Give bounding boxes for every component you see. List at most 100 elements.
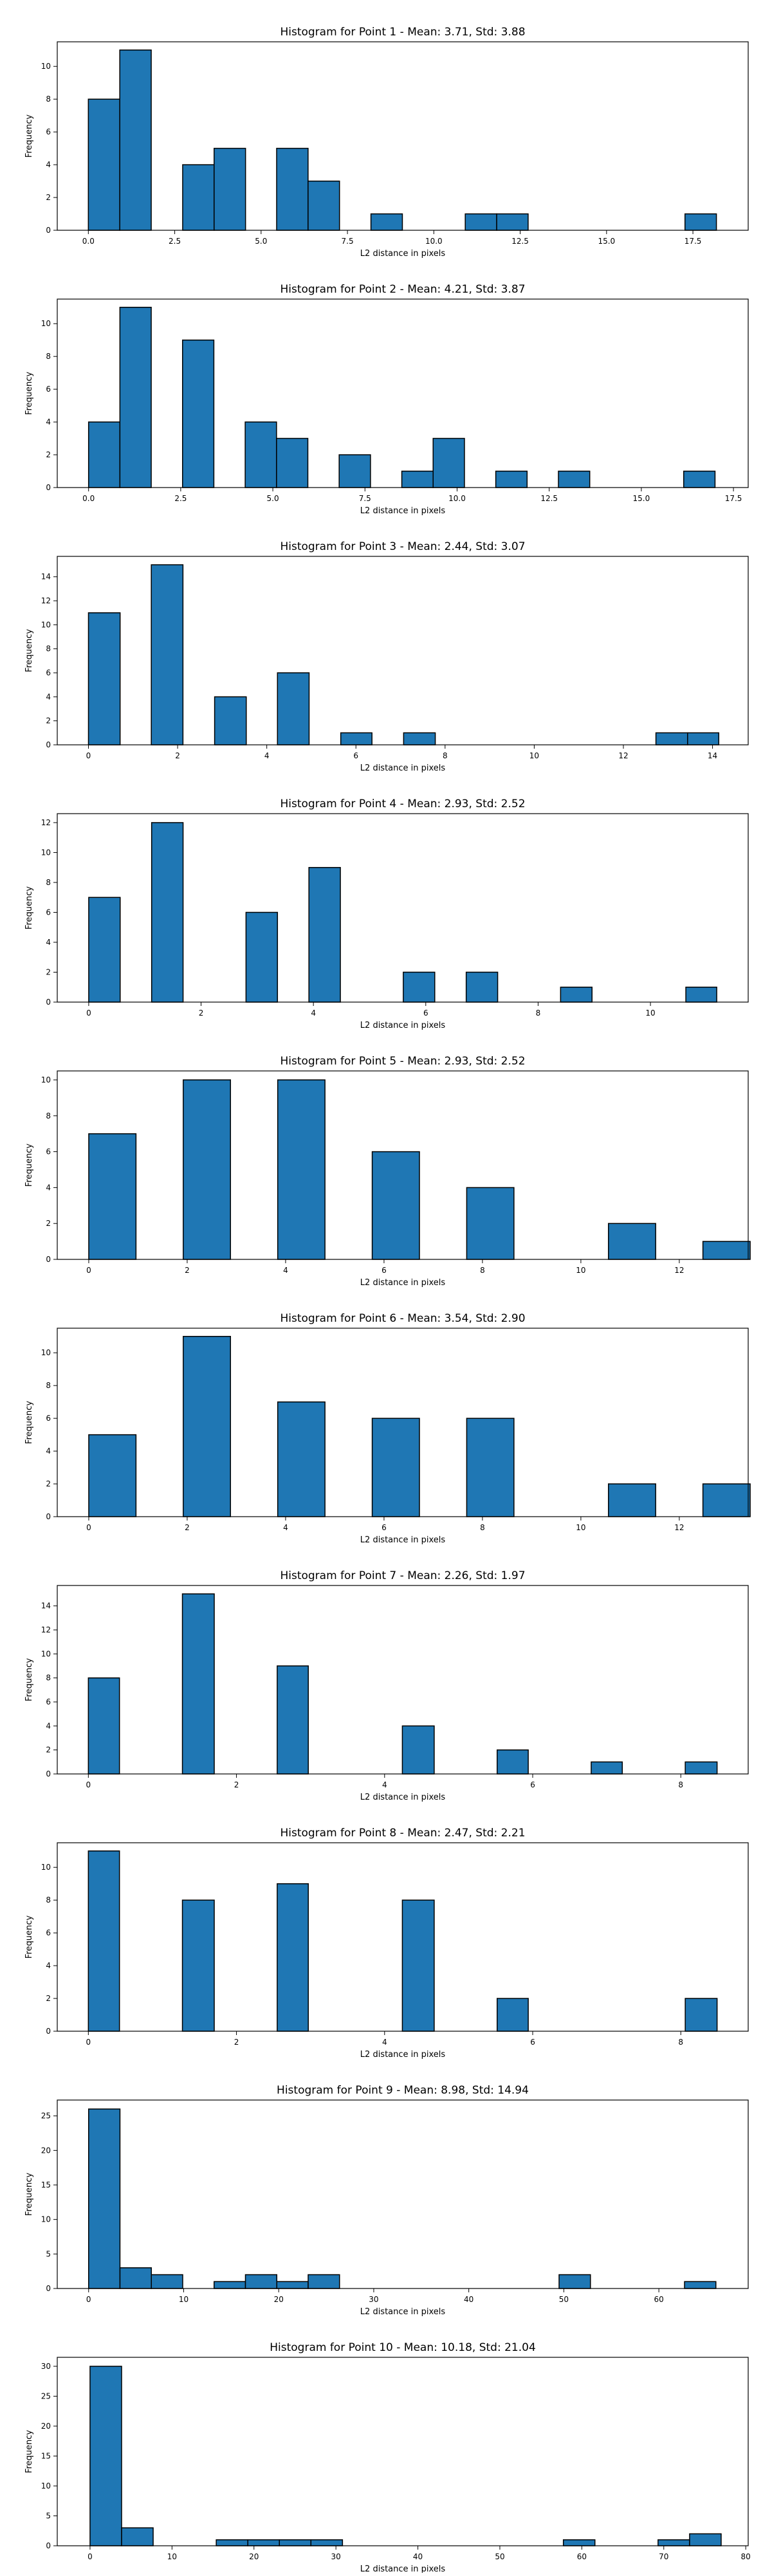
histogram-bar <box>702 1483 751 1517</box>
histogram-bar <box>689 2533 722 2546</box>
histogram-bar <box>370 213 403 231</box>
x-tick-label: 4 <box>283 1266 288 1275</box>
x-tick-label: 15.0 <box>598 237 615 246</box>
axes-frame <box>57 1070 749 1260</box>
y-tick-label: 0 <box>46 226 51 235</box>
histogram-panel-3: Histogram for Point 3 - Mean: 2.44, Std:… <box>24 540 749 773</box>
histogram-bar <box>214 147 246 231</box>
x-tick-label: 0.0 <box>82 237 95 246</box>
y-tick-label: 0 <box>46 1512 51 1521</box>
x-tick-label: 10 <box>167 2552 177 2561</box>
chart-title: Histogram for Point 8 - Mean: 2.47, Std:… <box>280 1827 525 1840</box>
y-tick-label: 2 <box>46 1994 51 2003</box>
y-tick-label: 2 <box>46 1479 51 1488</box>
x-tick-label: 5.0 <box>267 494 279 503</box>
histogram-bar <box>685 987 717 1003</box>
y-tick-label: 4 <box>46 417 51 426</box>
histogram-bar <box>87 1677 120 1775</box>
histogram-panel-8: Histogram for Point 8 - Mean: 2.47, Std:… <box>24 1827 749 2060</box>
x-tick-label: 80 <box>741 2552 751 2561</box>
histogram-bar <box>247 2539 280 2546</box>
histogram-bar <box>87 612 121 745</box>
y-tick-label: 8 <box>46 878 51 887</box>
x-tick-label: 8 <box>678 1780 683 1789</box>
y-tick-label: 2 <box>46 967 51 976</box>
y-tick-label: 4 <box>46 1183 51 1192</box>
x-tick-label: 60 <box>577 2552 587 2561</box>
y-tick-label: 10 <box>41 1348 51 1357</box>
y-tick-label: 6 <box>46 1928 51 1937</box>
histogram-panel-9: Histogram for Point 9 - Mean: 8.98, Std:… <box>24 2084 749 2317</box>
x-tick-label: 10 <box>179 2295 188 2304</box>
y-tick-label: 10 <box>41 1863 51 1872</box>
y-axis-label: Frequency <box>24 1401 34 1444</box>
chart-title: Histogram for Point 5 - Mean: 2.93, Std:… <box>280 1055 525 1068</box>
x-tick-label: 4 <box>382 2038 387 2047</box>
y-tick-label: 4 <box>46 1721 51 1730</box>
y-tick-label: 10 <box>41 2481 51 2490</box>
histogram-bar <box>276 2281 309 2289</box>
histogram-bar <box>560 987 593 1003</box>
chart-title: Histogram for Point 4 - Mean: 2.93, Std:… <box>280 798 525 810</box>
y-tick-label: 0 <box>46 2284 51 2293</box>
histogram-bar <box>497 1998 529 2032</box>
x-tick-label: 8 <box>443 751 448 760</box>
x-tick-label: 0 <box>86 1266 91 1275</box>
y-tick-label: 12 <box>41 818 51 827</box>
y-tick-label: 8 <box>46 352 51 361</box>
histogram-bar <box>403 732 436 745</box>
y-tick-label: 8 <box>46 95 51 104</box>
histogram-bar <box>558 470 591 488</box>
y-tick-label: 2 <box>46 193 51 202</box>
y-tick-label: 4 <box>46 160 51 169</box>
x-tick-label: 10.0 <box>448 494 466 503</box>
x-tick-label: 6 <box>423 1009 428 1018</box>
histogram-bar <box>401 1899 435 2032</box>
y-tick-label: 6 <box>46 908 51 917</box>
x-tick-label: 2.5 <box>169 237 181 246</box>
x-tick-label: 4 <box>283 1523 288 1532</box>
histogram-bar <box>244 421 277 488</box>
histogram-panel-6: Histogram for Point 6 - Mean: 3.54, Std:… <box>24 1312 751 1545</box>
axes-frame <box>57 1842 749 2032</box>
x-tick-label: 0 <box>87 2552 93 2561</box>
x-tick-label: 6 <box>530 2038 535 2047</box>
histogram-bar <box>340 732 372 745</box>
histogram-bar <box>119 306 152 488</box>
y-tick-label: 4 <box>46 1961 51 1970</box>
x-axis-label: L2 distance in pixels <box>360 2050 446 2060</box>
x-tick-label: 0 <box>86 751 91 760</box>
histogram-bar <box>151 2274 183 2289</box>
x-tick-label: 10.0 <box>425 237 443 246</box>
y-axis-label: Frequency <box>24 1915 34 1959</box>
histogram-bar <box>87 1850 120 2032</box>
axes-frame <box>57 556 749 745</box>
histogram-bar <box>88 2108 121 2289</box>
histogram-bar <box>401 1725 435 1775</box>
chart-title: Histogram for Point 2 - Mean: 4.21, Std:… <box>280 283 525 296</box>
axes-frame <box>57 298 749 488</box>
x-tick-label: 10 <box>645 1009 655 1018</box>
y-tick-label: 10 <box>41 2215 51 2224</box>
axes-frame <box>57 813 749 1003</box>
x-tick-label: 12.5 <box>540 494 558 503</box>
y-tick-label: 8 <box>46 1895 51 1905</box>
histogram-bar <box>657 2539 690 2546</box>
histogram-panel-2: Histogram for Point 2 - Mean: 4.21, Std:… <box>24 283 749 516</box>
y-tick-label: 0 <box>46 1255 51 1264</box>
x-tick-label: 20 <box>249 2552 259 2561</box>
histogram-bar <box>181 1593 215 1775</box>
x-axis-label: L2 distance in pixels <box>360 249 446 259</box>
histogram-bar <box>276 147 309 231</box>
x-tick-label: 12.5 <box>511 237 529 246</box>
histogram-bar <box>277 672 310 745</box>
y-tick-label: 0 <box>46 483 51 492</box>
y-tick-label: 8 <box>46 644 51 653</box>
histogram-bar <box>277 1665 309 1775</box>
y-tick-label: 12 <box>41 1625 51 1634</box>
x-axis-label: L2 distance in pixels <box>360 506 446 516</box>
x-tick-label: 40 <box>413 2552 423 2561</box>
x-tick-label: 50 <box>559 2295 569 2304</box>
histogram-bar <box>308 866 341 1003</box>
x-tick-label: 10 <box>529 751 539 760</box>
